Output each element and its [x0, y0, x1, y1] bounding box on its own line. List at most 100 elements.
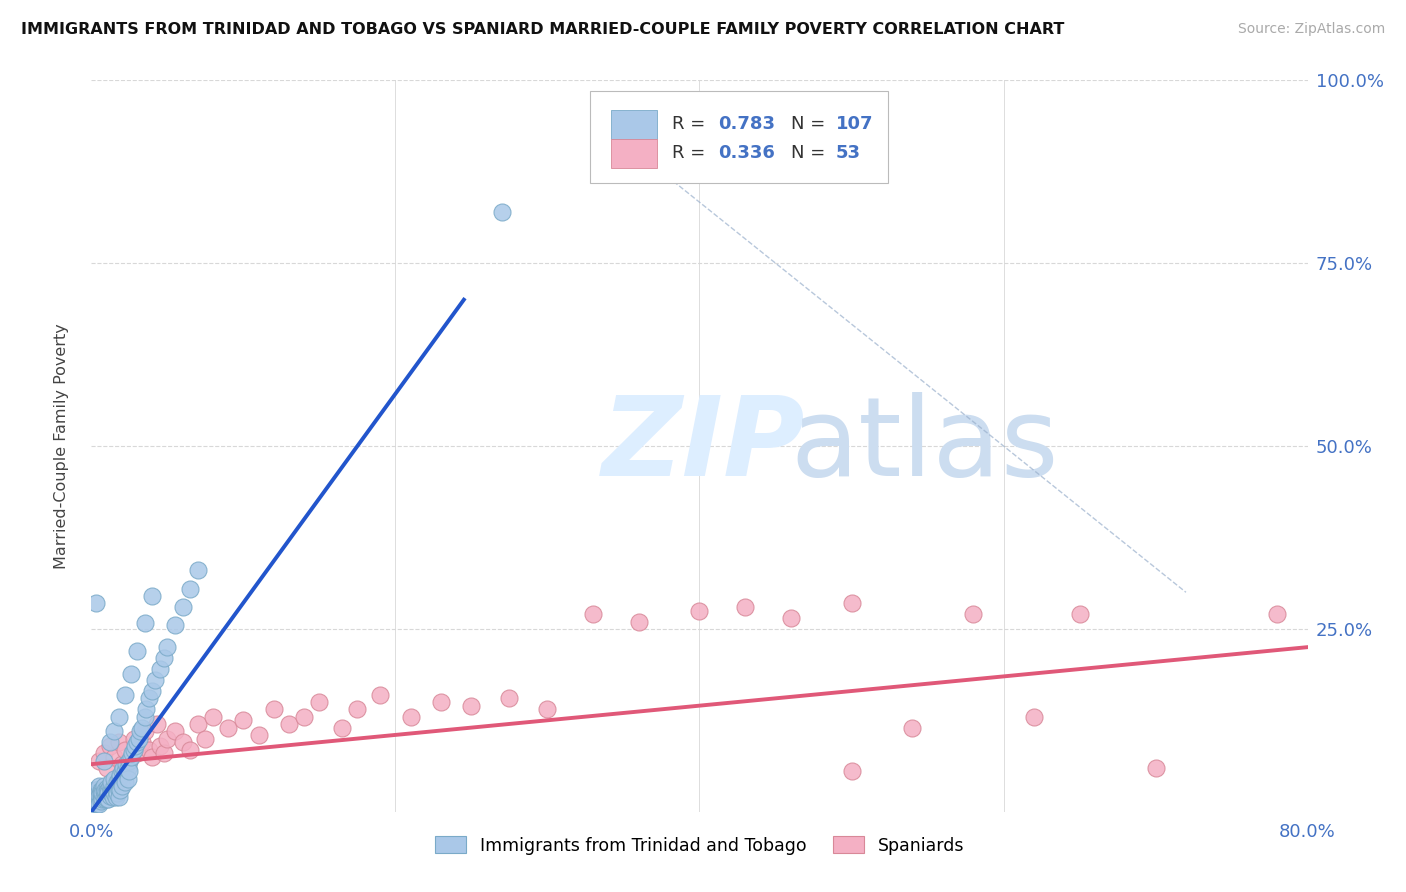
- Point: [141, 749, 163, 764]
- Point: [87, 789, 110, 803]
- Point: [122, 731, 145, 746]
- Point: [103, 779, 125, 793]
- Point: [962, 607, 984, 622]
- Point: [86, 794, 108, 808]
- Point: [93, 790, 115, 805]
- Point: [93, 754, 115, 768]
- Point: [120, 749, 142, 764]
- Point: [98, 789, 121, 803]
- Point: [83, 791, 105, 805]
- Point: [156, 640, 179, 655]
- Point: [1265, 607, 1288, 622]
- Point: [153, 651, 176, 665]
- Text: R =: R =: [672, 115, 710, 133]
- Point: [131, 721, 153, 735]
- Point: [97, 782, 120, 797]
- Point: [110, 782, 132, 797]
- Text: atlas: atlas: [790, 392, 1059, 500]
- Point: [96, 761, 118, 775]
- Point: [153, 746, 176, 760]
- Point: [105, 787, 128, 801]
- Point: [430, 695, 453, 709]
- Point: [105, 775, 128, 789]
- Point: [107, 790, 129, 805]
- Point: [83, 789, 105, 803]
- Point: [91, 789, 114, 803]
- Point: [125, 746, 148, 760]
- Point: [83, 798, 105, 813]
- Point: [98, 735, 121, 749]
- FancyBboxPatch shape: [610, 139, 657, 168]
- Point: [491, 205, 513, 219]
- Text: N =: N =: [790, 115, 831, 133]
- Text: IMMIGRANTS FROM TRINIDAD AND TOBAGO VS SPANIARD MARRIED-COUPLE FAMILY POVERTY CO: IMMIGRANTS FROM TRINIDAD AND TOBAGO VS S…: [21, 22, 1064, 37]
- Point: [89, 790, 111, 805]
- Point: [91, 782, 114, 797]
- Point: [232, 714, 254, 728]
- Point: [399, 709, 422, 723]
- Text: ZIP: ZIP: [602, 392, 806, 500]
- Point: [163, 618, 186, 632]
- Point: [84, 596, 107, 610]
- Point: [138, 691, 160, 706]
- Text: Source: ZipAtlas.com: Source: ZipAtlas.com: [1237, 22, 1385, 37]
- Point: [107, 709, 129, 723]
- Point: [124, 739, 146, 753]
- Point: [107, 782, 129, 797]
- Point: [330, 721, 353, 735]
- Point: [117, 761, 139, 775]
- Point: [97, 791, 120, 805]
- Point: [149, 662, 172, 676]
- Point: [125, 735, 148, 749]
- Point: [98, 779, 121, 793]
- Point: [114, 742, 136, 756]
- Point: [1022, 709, 1045, 723]
- Point: [87, 791, 110, 805]
- Point: [121, 746, 143, 760]
- Legend: Immigrants from Trinidad and Tobago, Spaniards: Immigrants from Trinidad and Tobago, Spa…: [427, 830, 972, 862]
- Point: [103, 772, 125, 786]
- Point: [122, 742, 145, 756]
- FancyBboxPatch shape: [591, 91, 889, 183]
- Point: [104, 790, 127, 805]
- Point: [688, 603, 710, 617]
- Point: [536, 702, 558, 716]
- Point: [82, 797, 104, 812]
- Point: [87, 784, 110, 798]
- Text: R =: R =: [672, 145, 710, 162]
- Y-axis label: Married-Couple Family Poverty: Married-Couple Family Poverty: [55, 323, 69, 569]
- FancyBboxPatch shape: [610, 110, 657, 139]
- Point: [131, 735, 153, 749]
- Point: [89, 787, 111, 801]
- Point: [94, 791, 117, 805]
- Point: [149, 739, 172, 753]
- Point: [83, 787, 105, 801]
- Point: [172, 599, 194, 614]
- Point: [103, 787, 125, 801]
- Point: [247, 728, 270, 742]
- Point: [111, 779, 134, 793]
- Point: [93, 746, 115, 760]
- Point: [86, 790, 108, 805]
- Point: [82, 794, 104, 808]
- Point: [107, 772, 129, 786]
- Point: [96, 791, 118, 805]
- Point: [460, 698, 482, 713]
- Point: [103, 749, 125, 764]
- Point: [103, 724, 125, 739]
- Point: [120, 667, 142, 681]
- Point: [84, 797, 107, 812]
- Point: [82, 790, 104, 805]
- Point: [87, 797, 110, 812]
- Point: [101, 784, 124, 798]
- Point: [110, 768, 132, 782]
- Point: [135, 702, 157, 716]
- Point: [1144, 761, 1167, 775]
- Point: [156, 731, 179, 746]
- Point: [202, 709, 225, 723]
- Point: [96, 784, 118, 798]
- Point: [779, 611, 801, 625]
- Point: [86, 782, 108, 797]
- Point: [96, 789, 118, 803]
- Point: [96, 781, 118, 796]
